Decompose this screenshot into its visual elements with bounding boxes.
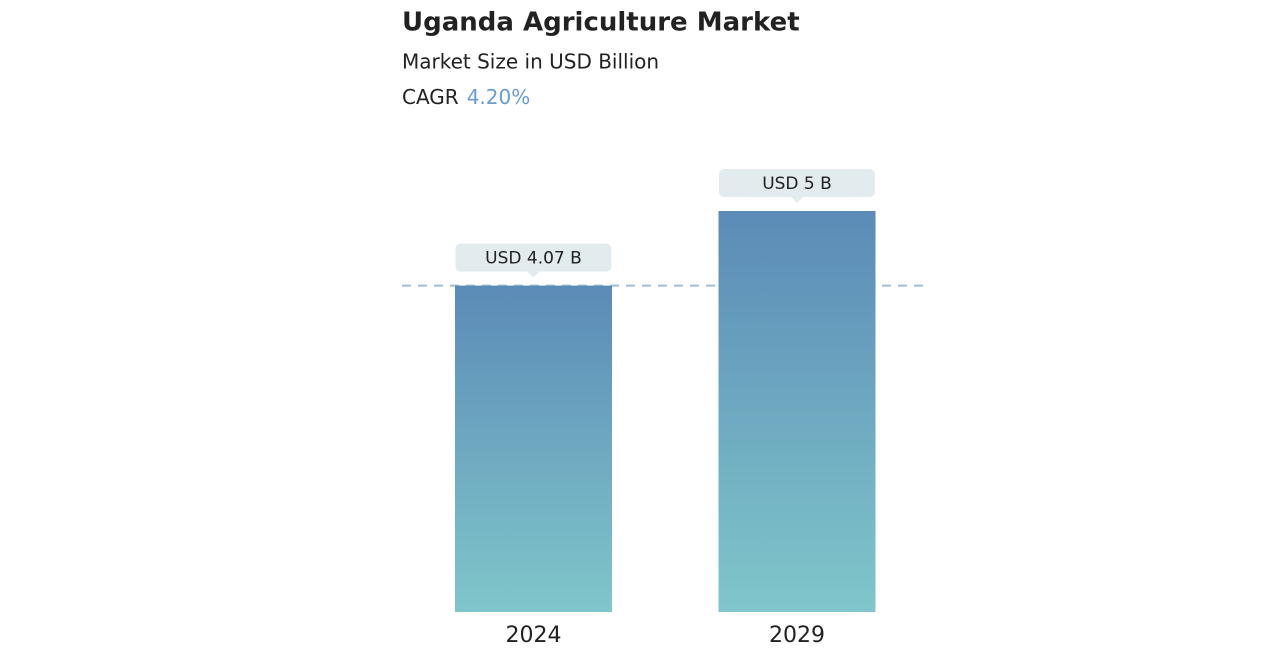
value-label: USD 5 B (762, 174, 832, 194)
cagr-value: 4.20% (467, 85, 531, 109)
cagr-text: CAGR 4.20% (402, 85, 530, 109)
chart-subtitle: Market Size in USD Billion (402, 50, 659, 74)
value-label-pointer (791, 197, 803, 203)
value-label-box (455, 243, 612, 272)
chart-title: Uganda Agriculture Market (402, 8, 800, 38)
value-label-pointer (527, 271, 540, 278)
bar (455, 285, 612, 612)
value-label: USD 4.07 B (485, 249, 582, 269)
cagr-label: CAGR (402, 85, 459, 109)
value-label-box (719, 169, 875, 197)
bar (718, 211, 876, 612)
x-tick-label: 2024 (506, 623, 562, 648)
x-tick-label: 2029 (769, 623, 825, 648)
